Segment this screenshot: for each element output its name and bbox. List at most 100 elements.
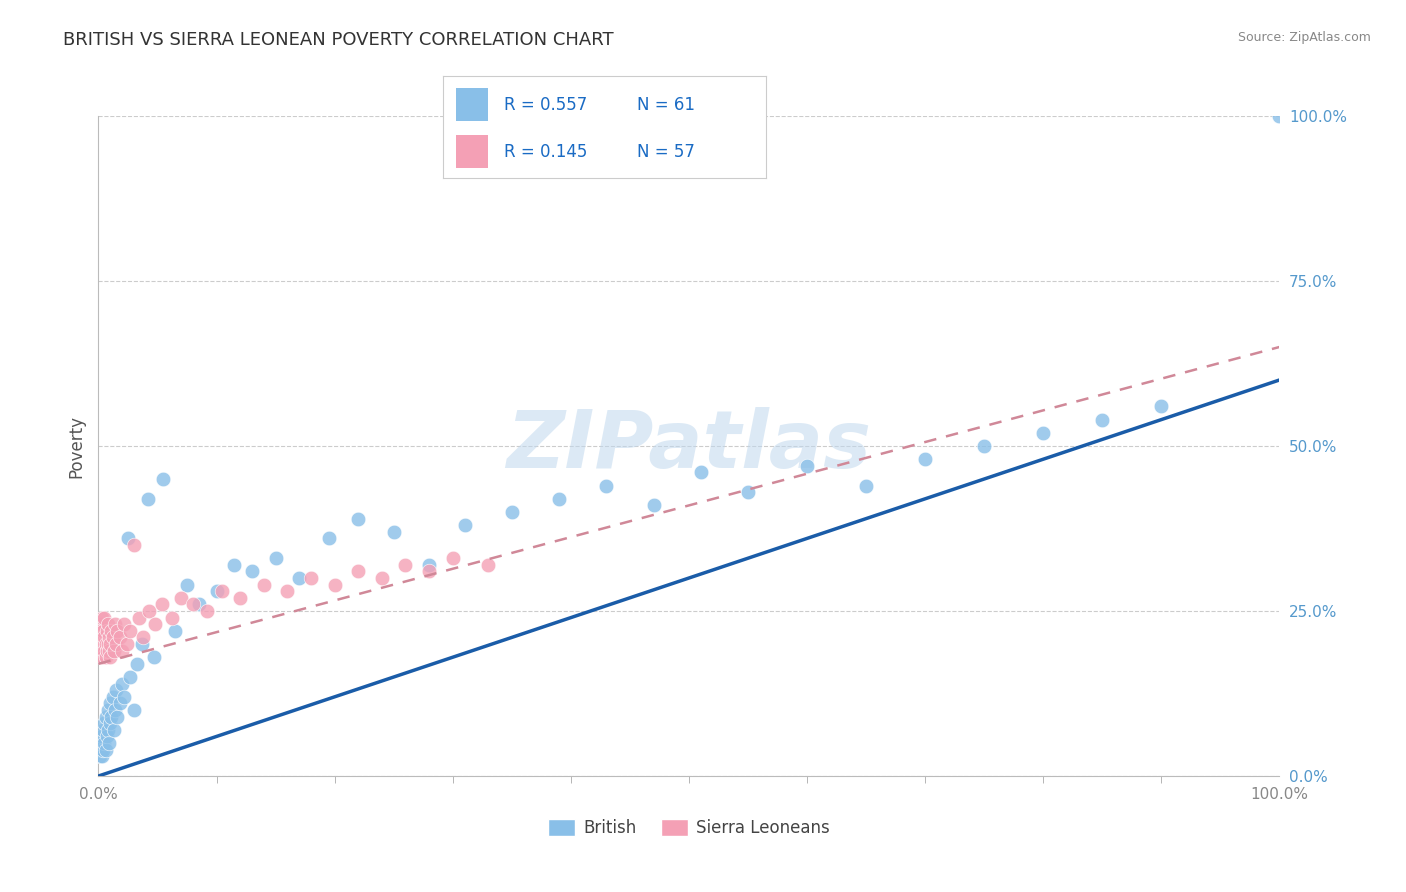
Point [103,723,125,737]
Point [299,571,322,585]
Point [117,532,139,546]
Point [181,598,204,612]
Point [224,558,246,572]
Point [973,439,995,453]
Point [96,730,118,744]
Point [100,624,122,638]
Point [914,452,936,467]
Point [100,709,122,723]
Point [371,571,394,585]
Point [441,551,464,566]
Point [128,610,150,624]
Point [689,466,711,480]
Point [108,697,131,711]
Point [150,598,173,612]
Point [142,650,165,665]
Point [94,650,117,665]
Legend: British, Sierra Leoneans: British, Sierra Leoneans [541,812,837,844]
Point [122,538,145,552]
Point [97,703,120,717]
Point [595,478,617,492]
Point [136,491,159,506]
Point [104,703,127,717]
Point [98,643,121,657]
Point [288,571,311,585]
Point [94,637,117,651]
Point [264,551,287,566]
Point [91,742,114,756]
Point [105,709,128,723]
Point [98,736,121,750]
Point [91,624,114,638]
Point [97,723,120,737]
Point [418,558,440,572]
Point [855,478,877,492]
Point [90,650,112,665]
Text: Source: ZipAtlas.com: Source: ZipAtlas.com [1237,31,1371,45]
Point [97,617,120,632]
FancyBboxPatch shape [456,136,488,168]
Point [453,518,475,533]
Point [120,670,142,684]
Point [97,637,120,651]
Point [240,565,263,579]
Point [98,697,121,711]
Point [112,690,135,704]
Point [96,643,118,657]
Point [477,558,499,572]
Point [104,617,127,632]
Point [101,690,124,704]
Point [94,709,117,723]
Point [253,577,276,591]
Point [318,532,340,546]
Point [323,577,346,591]
Point [94,742,117,756]
Point [98,716,121,731]
Text: BRITISH VS SIERRA LEONEAN POVERTY CORRELATION CHART: BRITISH VS SIERRA LEONEAN POVERTY CORREL… [63,31,614,49]
Point [101,631,124,645]
Point [98,650,121,665]
Point [90,617,112,632]
Y-axis label: Poverty: Poverty [67,415,86,477]
Text: ZIPatlas: ZIPatlas [506,407,872,485]
Point [187,598,209,612]
Point [737,485,759,500]
Point [89,624,111,638]
Point [276,584,298,599]
Point [90,736,112,750]
Text: R = 0.557: R = 0.557 [505,95,588,113]
Point [347,511,370,525]
Point [1150,400,1173,414]
Point [143,617,166,632]
Point [1091,412,1114,426]
Point [347,565,370,579]
Point [93,610,115,624]
Point [394,558,416,572]
Point [127,657,149,671]
Point [91,643,114,657]
Point [105,624,128,638]
Point [91,637,114,651]
Point [160,610,183,624]
Point [93,716,115,731]
Point [93,736,115,750]
Point [108,631,131,645]
Point [165,624,187,638]
Point [229,591,252,605]
Point [152,472,174,486]
Point [91,631,114,645]
Point [96,624,118,638]
Point [382,524,405,539]
Point [1032,425,1054,440]
Point [796,458,818,473]
Point [418,565,440,579]
Point [89,749,111,764]
Point [501,505,523,519]
Point [643,499,665,513]
Point [115,637,138,651]
Text: N = 61: N = 61 [637,95,695,113]
Point [98,631,121,645]
Point [91,730,114,744]
Point [111,676,134,690]
Point [90,637,112,651]
